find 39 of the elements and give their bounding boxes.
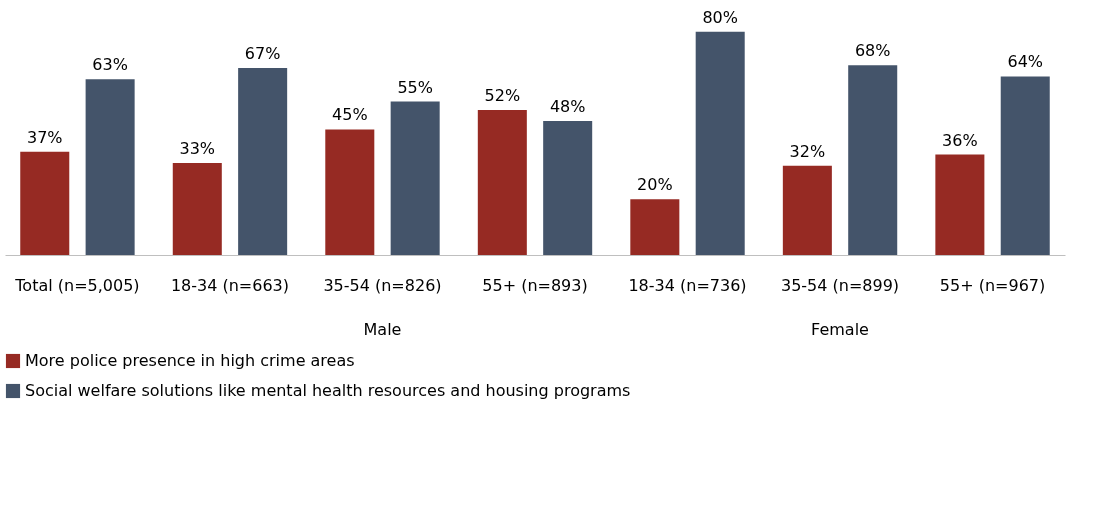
x-tick-label: 35-54 (n=826) [323,275,442,295]
data-label: 80% [702,7,738,27]
data-label: 48% [549,97,586,117]
data-label: 20% [637,175,673,195]
bar [1000,76,1050,255]
x-tick-label: Total (n=5,005) [14,275,140,295]
bar [543,121,593,255]
data-label: 37% [26,127,63,147]
legend-label: Social welfare solutions like mental health resources and housing programs [25,381,631,400]
data-label: 68% [854,41,891,61]
text: Female [811,320,869,339]
bar [935,154,985,255]
x-tick-label: 35-54 (n=899) [780,275,900,295]
data-label: 64% [1007,52,1044,72]
data-label: 55% [397,77,433,97]
data-label: 67% [244,44,281,64]
data-label: 52% [484,85,521,105]
bar [238,68,288,255]
bar [172,162,222,255]
bar [782,165,832,255]
x-tick-label: 55+ (n=967) [939,275,1046,295]
x-tick-label: 18-34 (n=663) [170,275,290,295]
bar [20,151,70,255]
legend-label: More police presence in high crime areas [25,351,355,370]
data-label: 32% [789,141,826,161]
text: Male [363,320,402,339]
bar [695,31,745,255]
bar [85,79,135,255]
bar [848,65,898,255]
x-tick-label: 55+ (n=893) [482,275,588,295]
bar [325,129,375,255]
bar [390,101,440,255]
bar [477,109,527,255]
data-label: 63% [92,55,128,75]
data-label: 36% [942,130,978,150]
bar [630,199,680,255]
x-tick-label: 18-34 (n=736) [628,275,747,295]
data-label: 33% [179,138,216,158]
data-label: 45% [332,105,368,125]
